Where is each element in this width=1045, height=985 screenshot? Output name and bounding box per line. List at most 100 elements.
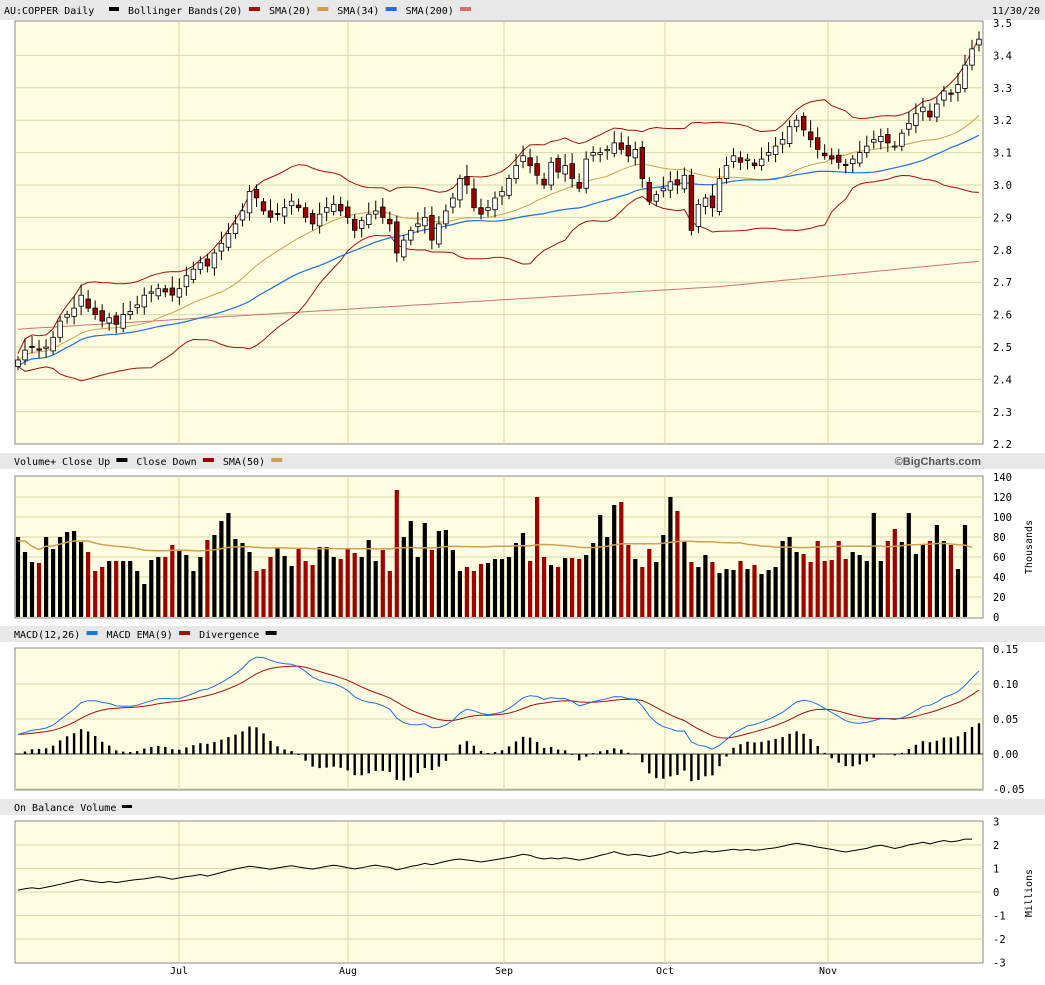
candle-body bbox=[204, 258, 211, 267]
candle-body bbox=[253, 189, 260, 199]
legend-swatch bbox=[265, 631, 277, 635]
volume-bar bbox=[268, 557, 273, 617]
header-legend: Bollinger Bands(20) SMA(20) SMA(34) SMA(200… bbox=[109, 6, 472, 17]
volume-bar bbox=[408, 521, 413, 617]
candle-body bbox=[211, 252, 218, 269]
month-label: Oct bbox=[656, 966, 674, 977]
volume-bar bbox=[794, 552, 799, 617]
volume-bar bbox=[549, 565, 554, 617]
divergence-bar bbox=[94, 736, 97, 754]
divergence-bar bbox=[472, 745, 476, 754]
obv-tick-label: 1 bbox=[993, 864, 999, 876]
divergence-bar bbox=[627, 752, 630, 754]
divergence-bar bbox=[753, 742, 756, 754]
volume-bar bbox=[331, 557, 336, 617]
volume-bar bbox=[962, 525, 968, 617]
obv-tick-label: -1 bbox=[993, 911, 1006, 923]
divergence-bar bbox=[732, 747, 735, 754]
candle-body bbox=[64, 314, 70, 318]
divergence-bar bbox=[844, 754, 847, 767]
volume-bar bbox=[296, 549, 301, 617]
volume-bar bbox=[668, 497, 673, 617]
candle-body bbox=[380, 206, 386, 218]
obv-tick-label: 2 bbox=[993, 840, 999, 852]
candle-body bbox=[892, 145, 898, 148]
divergence-bar bbox=[521, 736, 525, 754]
candle-body bbox=[723, 165, 730, 180]
volume-bar bbox=[366, 540, 371, 617]
candle-body bbox=[366, 213, 372, 225]
legend-swatch bbox=[109, 7, 119, 11]
volume-unit-label: Thousands bbox=[1024, 520, 1035, 574]
divergence-bar bbox=[430, 754, 434, 771]
macd-lines bbox=[15, 656, 983, 782]
month-label: Jul bbox=[170, 966, 188, 977]
divergence-bar bbox=[486, 753, 490, 754]
divergence-bar bbox=[241, 731, 244, 754]
volume-bar bbox=[450, 550, 455, 617]
candle-body bbox=[344, 206, 351, 218]
candle-body bbox=[878, 135, 884, 142]
divergence-bar bbox=[963, 732, 967, 754]
legend-swatch bbox=[271, 458, 283, 462]
volume-bar bbox=[436, 531, 441, 617]
volume-bar bbox=[359, 557, 364, 617]
divergence-bar bbox=[634, 753, 637, 755]
price-tick-label: 2.3 bbox=[993, 407, 1012, 419]
candle-body bbox=[779, 139, 786, 145]
divergence-bar bbox=[262, 733, 265, 754]
candle-body bbox=[681, 174, 688, 190]
volume-bar bbox=[675, 511, 680, 617]
macd-ema-line bbox=[17, 665, 980, 739]
candle-body bbox=[288, 200, 295, 207]
divergence-bar bbox=[746, 741, 749, 754]
volume-bar bbox=[275, 547, 280, 617]
volume-bar bbox=[121, 561, 126, 617]
obv-axis: 3 2 1 0 -1 -2 -3 bbox=[993, 817, 1006, 970]
divergence-bar bbox=[697, 754, 700, 780]
candle-body bbox=[99, 310, 105, 322]
candle-body bbox=[499, 191, 505, 197]
divergence-bar bbox=[44, 748, 48, 754]
volume-bar bbox=[724, 569, 729, 617]
candle-body bbox=[941, 90, 947, 101]
obv-tick-label: 3 bbox=[993, 817, 999, 829]
candle-body bbox=[260, 201, 267, 212]
divergence-bar bbox=[381, 754, 384, 771]
candle-body bbox=[57, 320, 63, 338]
candle-body bbox=[590, 152, 596, 156]
price-tick-label: 3.5 bbox=[993, 18, 1012, 30]
volume-bar bbox=[647, 549, 652, 617]
candle-body bbox=[716, 178, 723, 212]
divergence-bar bbox=[143, 748, 146, 754]
candle-body bbox=[597, 152, 603, 155]
divergence-bar bbox=[297, 754, 300, 755]
volume-bar bbox=[766, 570, 771, 617]
volume-bar bbox=[58, 537, 63, 617]
divergence-bar bbox=[108, 745, 111, 754]
candle-body bbox=[962, 64, 968, 89]
volume-bar bbox=[520, 533, 526, 617]
volume-bar bbox=[591, 543, 596, 617]
candle-body bbox=[169, 287, 175, 296]
candle-body bbox=[576, 181, 582, 189]
divergence-bar bbox=[311, 754, 314, 767]
candle-body bbox=[899, 132, 905, 147]
divergence-bar bbox=[65, 736, 69, 754]
price-tick-label: 2.6 bbox=[993, 310, 1012, 322]
divergence-bar bbox=[79, 729, 83, 754]
divergence-bar bbox=[928, 742, 932, 754]
volume-bar bbox=[177, 550, 182, 617]
volume-bar bbox=[787, 537, 792, 617]
legend-label: SMA(20) bbox=[269, 6, 311, 17]
source-credit: ©BigCharts.com bbox=[895, 456, 982, 468]
candle-body bbox=[415, 223, 421, 227]
volume-bar bbox=[142, 584, 147, 617]
candle-body bbox=[632, 148, 638, 159]
divergence-bar bbox=[437, 754, 441, 767]
volume-bar bbox=[324, 547, 329, 617]
candle-body bbox=[274, 213, 281, 215]
volume-bar bbox=[240, 543, 245, 617]
candle-body bbox=[443, 210, 449, 225]
